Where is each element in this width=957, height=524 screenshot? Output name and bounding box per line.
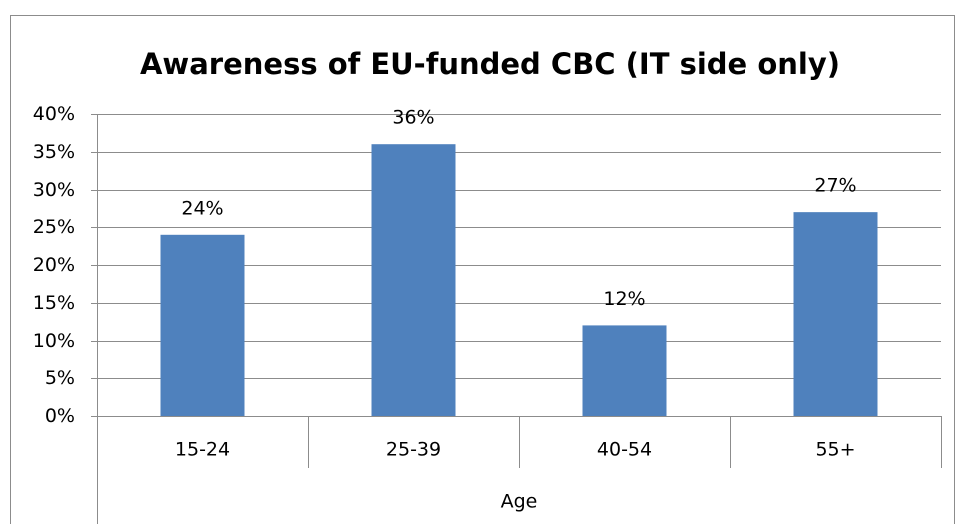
x-tick-label: 55+ [815, 439, 855, 461]
y-tick-label: 25% [33, 216, 75, 238]
x-tick-label: 25-39 [386, 439, 441, 461]
x-axis-label: Age [501, 491, 538, 513]
y-tick-label: 35% [33, 141, 75, 163]
y-tick-label: 0% [45, 405, 75, 427]
y-tick-label: 5% [45, 367, 75, 389]
chart-title: Awareness of EU-funded CBC (IT side only… [140, 47, 840, 81]
data-label: 12% [603, 288, 645, 310]
y-tick-label: 20% [33, 254, 75, 276]
y-tick-label: 40% [33, 103, 75, 125]
y-tick-label: 10% [33, 330, 75, 352]
y-tick-label: 30% [33, 179, 75, 201]
bar [371, 144, 456, 416]
data-label: 24% [181, 197, 223, 219]
x-tick-label: 40-54 [597, 439, 652, 461]
data-label: 27% [814, 175, 856, 197]
bar [160, 234, 245, 416]
bar [793, 212, 878, 416]
data-label: 36% [392, 107, 434, 129]
y-tick-label: 15% [33, 292, 75, 314]
bar [582, 325, 667, 416]
x-tick-label: 15-24 [175, 439, 230, 461]
